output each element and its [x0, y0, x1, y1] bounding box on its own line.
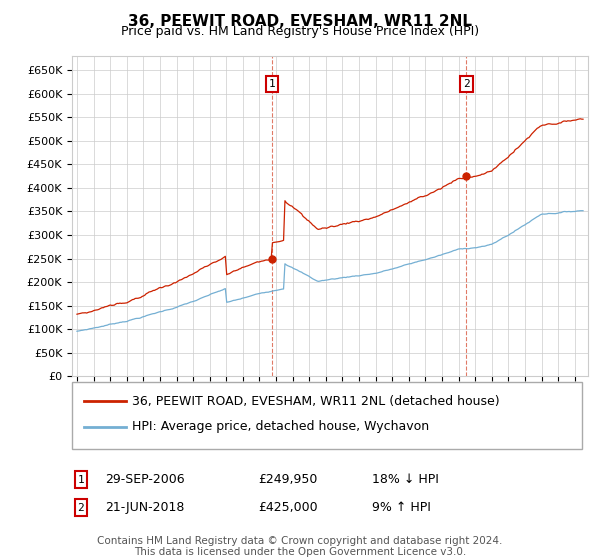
Text: £425,000: £425,000: [258, 501, 317, 514]
Text: HPI: Average price, detached house, Wychavon: HPI: Average price, detached house, Wych…: [132, 420, 429, 433]
Text: 18% ↓ HPI: 18% ↓ HPI: [372, 473, 439, 486]
Text: Price paid vs. HM Land Registry's House Price Index (HPI): Price paid vs. HM Land Registry's House …: [121, 25, 479, 38]
Text: 21-JUN-2018: 21-JUN-2018: [105, 501, 184, 514]
Text: 1: 1: [77, 474, 85, 484]
Text: 9% ↑ HPI: 9% ↑ HPI: [372, 501, 431, 514]
Text: Contains HM Land Registry data © Crown copyright and database right 2024.
This d: Contains HM Land Registry data © Crown c…: [97, 535, 503, 557]
Text: 29-SEP-2006: 29-SEP-2006: [105, 473, 185, 486]
Text: £249,950: £249,950: [258, 473, 317, 486]
Text: 2: 2: [77, 502, 85, 512]
Text: 36, PEEWIT ROAD, EVESHAM, WR11 2NL: 36, PEEWIT ROAD, EVESHAM, WR11 2NL: [128, 14, 472, 29]
Text: 2: 2: [463, 80, 470, 89]
Text: 36, PEEWIT ROAD, EVESHAM, WR11 2NL (detached house): 36, PEEWIT ROAD, EVESHAM, WR11 2NL (deta…: [132, 395, 500, 408]
Text: 1: 1: [269, 80, 275, 89]
